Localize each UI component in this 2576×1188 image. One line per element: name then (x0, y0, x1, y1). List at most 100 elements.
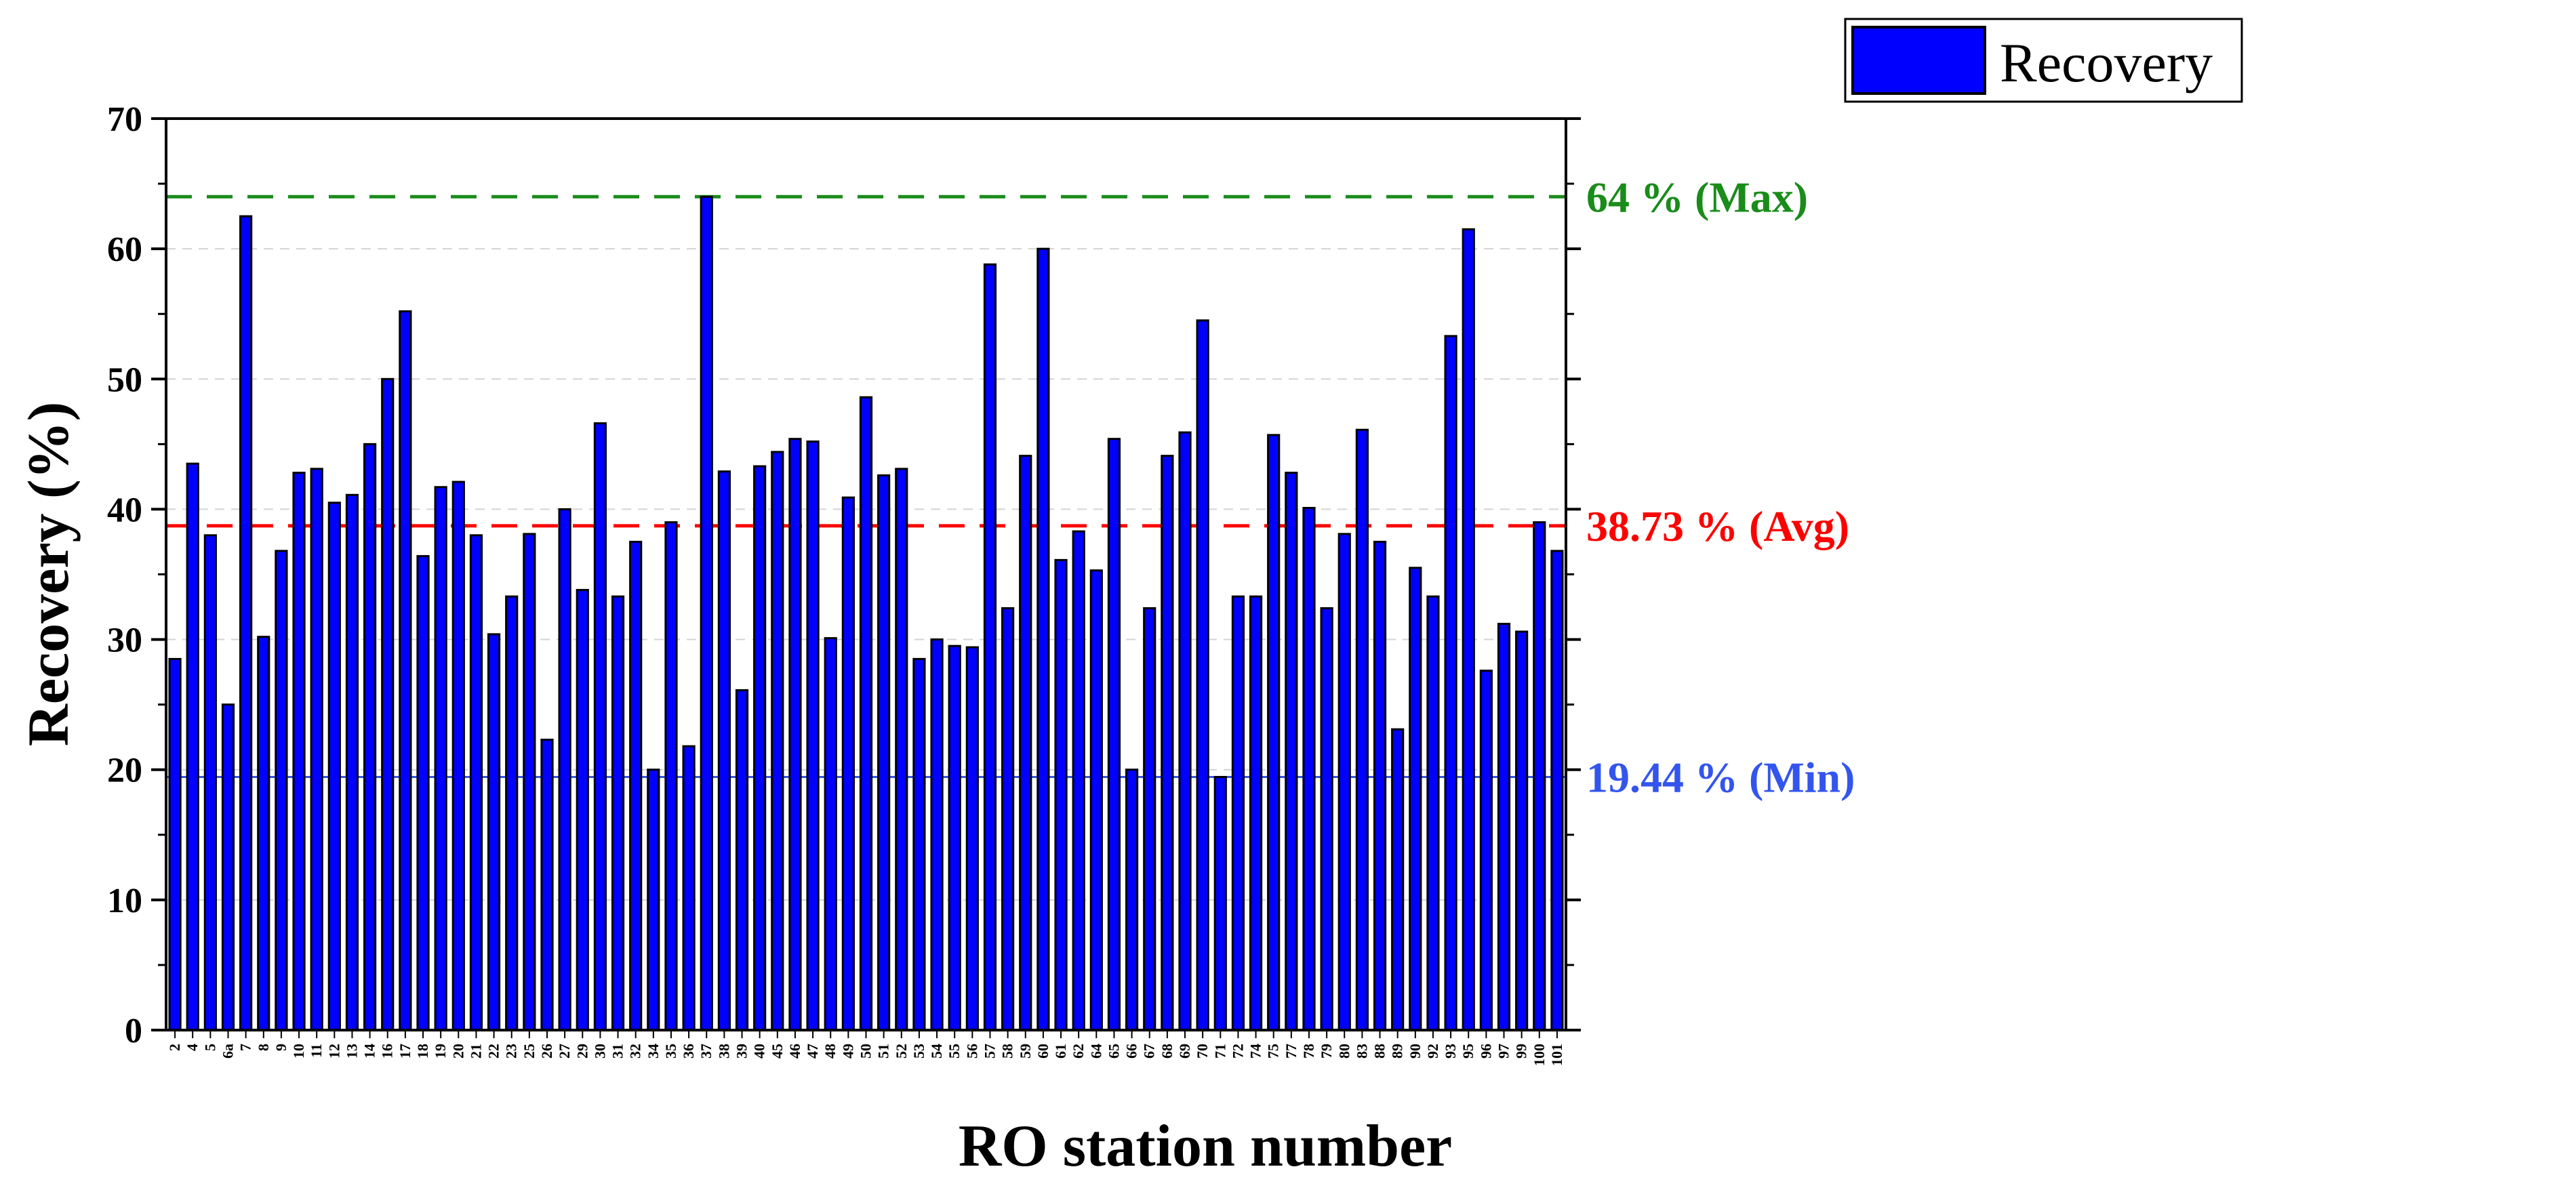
bar (416, 555, 430, 1031)
x-tick-label: 20 (449, 1044, 466, 1059)
x-tick-label: 89 (1389, 1044, 1406, 1059)
bar (1143, 607, 1156, 1031)
x-tick-label: 12 (325, 1044, 342, 1059)
bar (1515, 630, 1529, 1031)
bar (327, 501, 341, 1031)
bar (363, 443, 377, 1031)
bar (948, 644, 961, 1031)
x-tick-label: 93 (1442, 1044, 1459, 1059)
x-tick-label: 60 (1034, 1044, 1051, 1059)
bar (434, 486, 447, 1031)
x-tick-label: 96 (1477, 1044, 1494, 1059)
x-tick-label: 88 (1371, 1044, 1388, 1059)
x-tick-label: 55 (946, 1044, 963, 1059)
reference-label-0: 64 % (Max) (1586, 173, 1808, 221)
x-tick-label: 48 (822, 1044, 839, 1059)
bar (1125, 769, 1139, 1031)
x-tick-label: 27 (556, 1044, 573, 1059)
y-tick-label: 60 (107, 230, 142, 269)
x-tick-label: 101 (1548, 1044, 1565, 1066)
y-tick-label: 30 (107, 621, 142, 660)
x-tick-label: 46 (786, 1044, 803, 1059)
reference-labels: 64 % (Max) 38.73 % (Avg) 19.44 % (Min) (1586, 173, 1855, 801)
bar (1373, 540, 1387, 1031)
bar (983, 263, 997, 1031)
bar (1019, 455, 1032, 1031)
x-tick-label: 68 (1159, 1044, 1175, 1059)
x-tick-label: 97 (1495, 1044, 1512, 1059)
x-tick-label: 70 (1194, 1044, 1211, 1059)
y-tick-label: 70 (107, 100, 142, 139)
bar (771, 451, 784, 1031)
x-tick-label: 74 (1247, 1044, 1264, 1059)
bar (647, 769, 660, 1031)
x-tick-label: 39 (733, 1044, 750, 1059)
bar (1213, 775, 1227, 1031)
bar (505, 595, 519, 1031)
bar (735, 689, 749, 1031)
x-tick-label: 30 (591, 1044, 608, 1059)
x-tick-label: 32 (627, 1044, 644, 1059)
x-tick-label: 61 (1052, 1044, 1069, 1059)
x-tick-label: 13 (343, 1044, 360, 1059)
bar (469, 534, 483, 1031)
bar (1550, 550, 1564, 1031)
bar (1054, 558, 1068, 1031)
y-axis-title: Recovery (%) (16, 402, 81, 747)
bar (381, 377, 395, 1031)
bar (1409, 567, 1422, 1031)
bar (1249, 595, 1263, 1031)
x-tick-label: 59 (1017, 1044, 1034, 1059)
bar (451, 480, 465, 1031)
x-axis-title: RO station number (959, 1113, 1453, 1179)
x-tick-label: 52 (893, 1044, 910, 1059)
x-tick-label: 11 (308, 1044, 325, 1058)
bars (168, 195, 1564, 1031)
bar (310, 468, 323, 1031)
x-tick-label: 51 (875, 1044, 892, 1059)
bar (558, 508, 571, 1031)
x-tick-label: 7 (237, 1044, 254, 1051)
x-tick-label: 49 (839, 1044, 856, 1059)
bar (1337, 533, 1351, 1031)
x-tick-label: 29 (573, 1044, 590, 1059)
y-tick-label: 10 (107, 882, 142, 920)
x-tick-label: 14 (361, 1044, 378, 1059)
x-tick-label: 57 (981, 1044, 998, 1059)
x-tick-label: 8 (255, 1044, 272, 1051)
x-tick-label: 77 (1283, 1044, 1300, 1059)
x-tick-label: 66 (1123, 1044, 1140, 1059)
bar (1161, 455, 1174, 1031)
bar (1462, 228, 1475, 1031)
x-tick-label: 64 (1087, 1044, 1104, 1059)
bar (399, 310, 412, 1031)
bar (700, 195, 713, 1031)
bar (1302, 507, 1316, 1031)
bar (1426, 595, 1440, 1031)
x-tick-label: 62 (1070, 1044, 1087, 1059)
x-tick-label: 34 (645, 1044, 662, 1059)
bar (257, 636, 270, 1031)
bar (1178, 431, 1192, 1031)
x-tick-label: 83 (1353, 1044, 1370, 1059)
x-tick-label: 78 (1300, 1044, 1317, 1059)
bar (487, 633, 501, 1031)
bar (1497, 623, 1511, 1031)
x-axis-ticks: 2 4 5 6a 7 8 9 10 11 12 13 14 16 17 18 19 20 21 22 23 25 26 27… (166, 1030, 1565, 1066)
bar (930, 638, 944, 1031)
legend: Recovery (1844, 18, 2243, 103)
bar (593, 422, 607, 1031)
x-tick-label: 56 (963, 1044, 980, 1059)
bar (717, 470, 731, 1031)
bar (753, 465, 767, 1031)
y-tick-label: 20 (107, 752, 142, 790)
bar (824, 637, 837, 1031)
x-tick-label: 79 (1318, 1044, 1335, 1059)
x-tick-label: 99 (1513, 1044, 1530, 1059)
bar (1196, 319, 1209, 1031)
bar (682, 745, 696, 1031)
bar (540, 739, 554, 1031)
x-tick-label: 80 (1335, 1044, 1352, 1059)
x-tick-label: 69 (1176, 1044, 1193, 1059)
bar (1285, 472, 1298, 1031)
